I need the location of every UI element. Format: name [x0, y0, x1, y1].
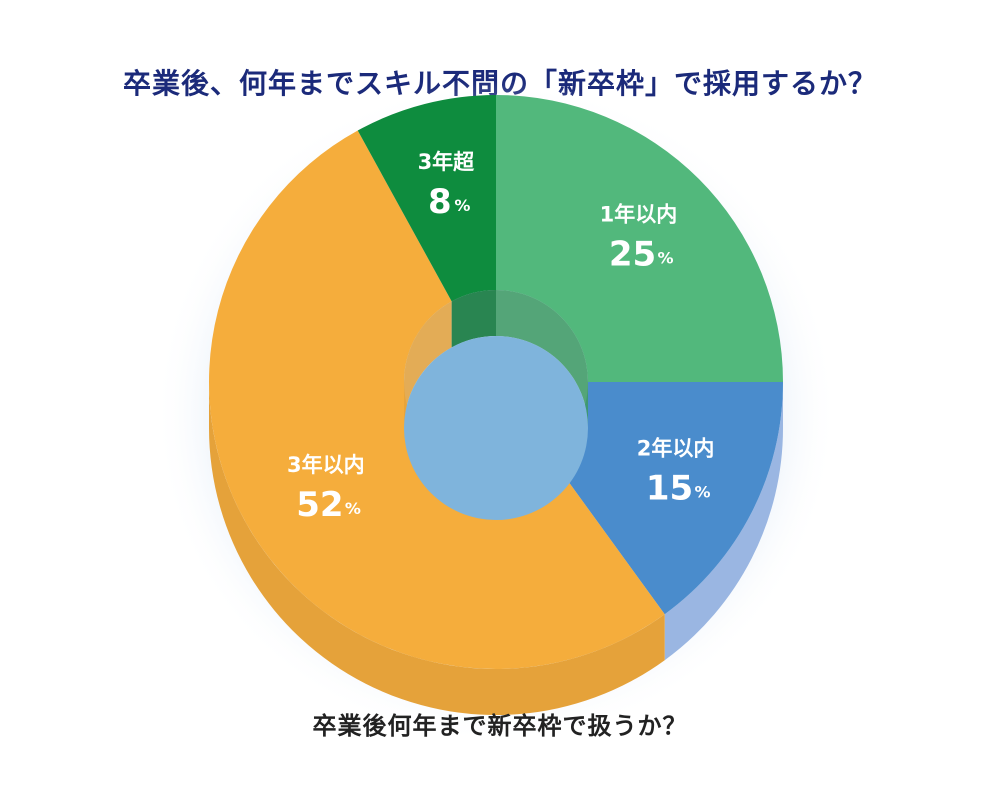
slice-side: [664, 382, 783, 661]
slice-value-label: 8: [428, 182, 452, 222]
chart-3d-sides: [209, 382, 783, 715]
chart-labels: 1年以内 25 % 2年以内 15 % 3年以内 52 % 3年超 8%: [287, 150, 714, 525]
slice-category-label: 3年超: [418, 150, 476, 174]
chart-slices: [209, 95, 783, 669]
hole-wall: [496, 290, 588, 428]
slice-unit-label: %: [695, 482, 711, 501]
pie-slice: [357, 95, 496, 302]
slice-unit-label: %: [657, 249, 673, 268]
chart-subtitle: 卒業後何年まで新卒枠で扱うか？: [312, 712, 688, 740]
slice-value-label: 52: [296, 485, 343, 525]
slice-side: [209, 382, 665, 715]
slice-unit-label: %: [454, 196, 470, 215]
slice-value-label: 15: [646, 468, 693, 508]
slice-category-label: 3年以内: [287, 453, 365, 477]
hole-wall: [404, 301, 452, 428]
pie-slice: [496, 95, 783, 382]
pie-slice: [209, 130, 665, 669]
chart-hole: [404, 290, 588, 520]
slice-category-label: 1年以内: [600, 203, 678, 227]
pie-slice: [550, 382, 783, 615]
hole-floor: [404, 336, 588, 520]
slice-value-label: 25: [609, 235, 656, 275]
hole-wall: [451, 290, 496, 348]
slice-unit-label: %: [345, 499, 361, 518]
slice-category-label: 2年以内: [637, 436, 715, 460]
